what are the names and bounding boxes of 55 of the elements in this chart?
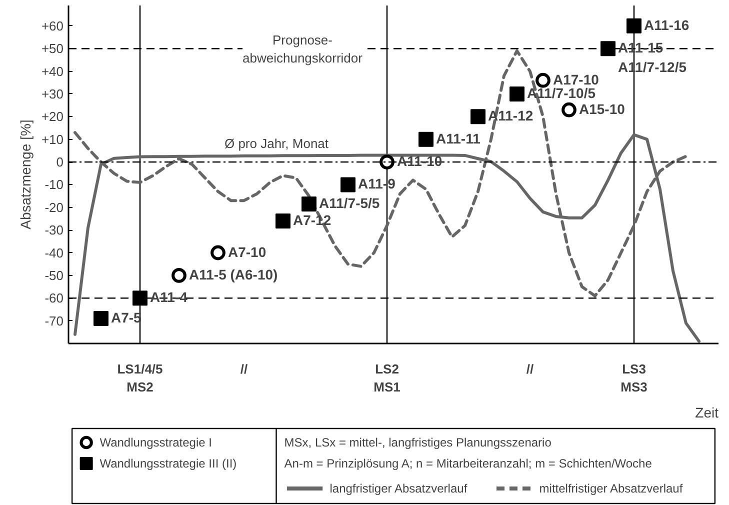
point <box>470 109 486 124</box>
data-label: A7-12 <box>293 212 332 228</box>
y-tick-label: -40 <box>44 245 64 260</box>
data-label: A11-11 <box>436 130 481 146</box>
x-axis-title: Zeit <box>695 404 719 420</box>
text: MSx, LSx = mittel-, langfristiges Planungsszenario <box>284 436 552 450</box>
legend-label: langfristiger Absatzverlauf <box>330 482 468 496</box>
legend-label: Wandlungsstrategie I <box>100 436 212 450</box>
data-label: A11/7-10/5 <box>527 84 596 101</box>
point <box>94 311 108 326</box>
data-label: A11-16 <box>644 16 690 33</box>
y-tick-label: -60 <box>44 290 64 306</box>
point <box>600 41 616 56</box>
x-tick-label: LS1/4/5 MS2 <box>117 362 163 394</box>
x-tick-label: LS3 MS3 <box>620 362 648 394</box>
data-label: A11/7-5/5 <box>319 194 380 211</box>
y-tick-label: -10 <box>44 177 64 192</box>
point <box>418 132 434 147</box>
y-tick-label: +20 <box>41 109 64 124</box>
data-label: A11-12 <box>488 108 534 124</box>
y-tick-label: -20 <box>44 200 64 215</box>
point <box>172 268 186 283</box>
point <box>340 177 356 192</box>
y-tick-label: -30 <box>44 222 64 238</box>
y-axis-title: Absatzmenge [%] <box>17 120 34 230</box>
y-tick-label: 0 <box>56 154 64 170</box>
y-tick-label: -50 <box>44 268 64 283</box>
y-tick-label: +50 <box>41 41 64 56</box>
data-label: A11-5 (A6-10) <box>189 266 278 282</box>
text: An-m = Prinziplösung A; n = Mitarbeiteranzahl; m = Schichten/Woche <box>284 456 652 470</box>
point <box>510 86 524 102</box>
point <box>536 72 550 88</box>
point <box>380 154 394 170</box>
point <box>132 290 148 306</box>
point <box>302 196 316 212</box>
annotation: Ø pro Jahr, Monat <box>224 136 329 152</box>
legend-label: mittelfristiger Absatzverlauf <box>539 482 684 496</box>
data-label: A17-10 <box>553 71 600 88</box>
y-tick-label: +60 <box>41 18 64 34</box>
x-tick-label: // <box>526 362 534 376</box>
x-tick-label: // <box>240 362 248 376</box>
y-tick-label: -70 <box>44 313 64 328</box>
y-tick-label: +40 <box>41 64 64 79</box>
point <box>210 245 226 260</box>
data-label: A7-10 <box>228 244 266 260</box>
data-label: A15-10 <box>579 100 626 117</box>
ref-line-label: Prognose- abweichungskorridor <box>242 32 364 66</box>
data-label: A11-4 <box>150 289 188 306</box>
legend-label: Wandlungsstrategie III (II) <box>100 456 237 470</box>
x-tick-label: LS2 MS1 <box>374 362 400 394</box>
y-tick-label: +10 <box>41 132 64 147</box>
point <box>626 18 642 34</box>
point <box>276 214 290 229</box>
y-tick-label: +30 <box>41 86 64 102</box>
point <box>562 102 576 118</box>
